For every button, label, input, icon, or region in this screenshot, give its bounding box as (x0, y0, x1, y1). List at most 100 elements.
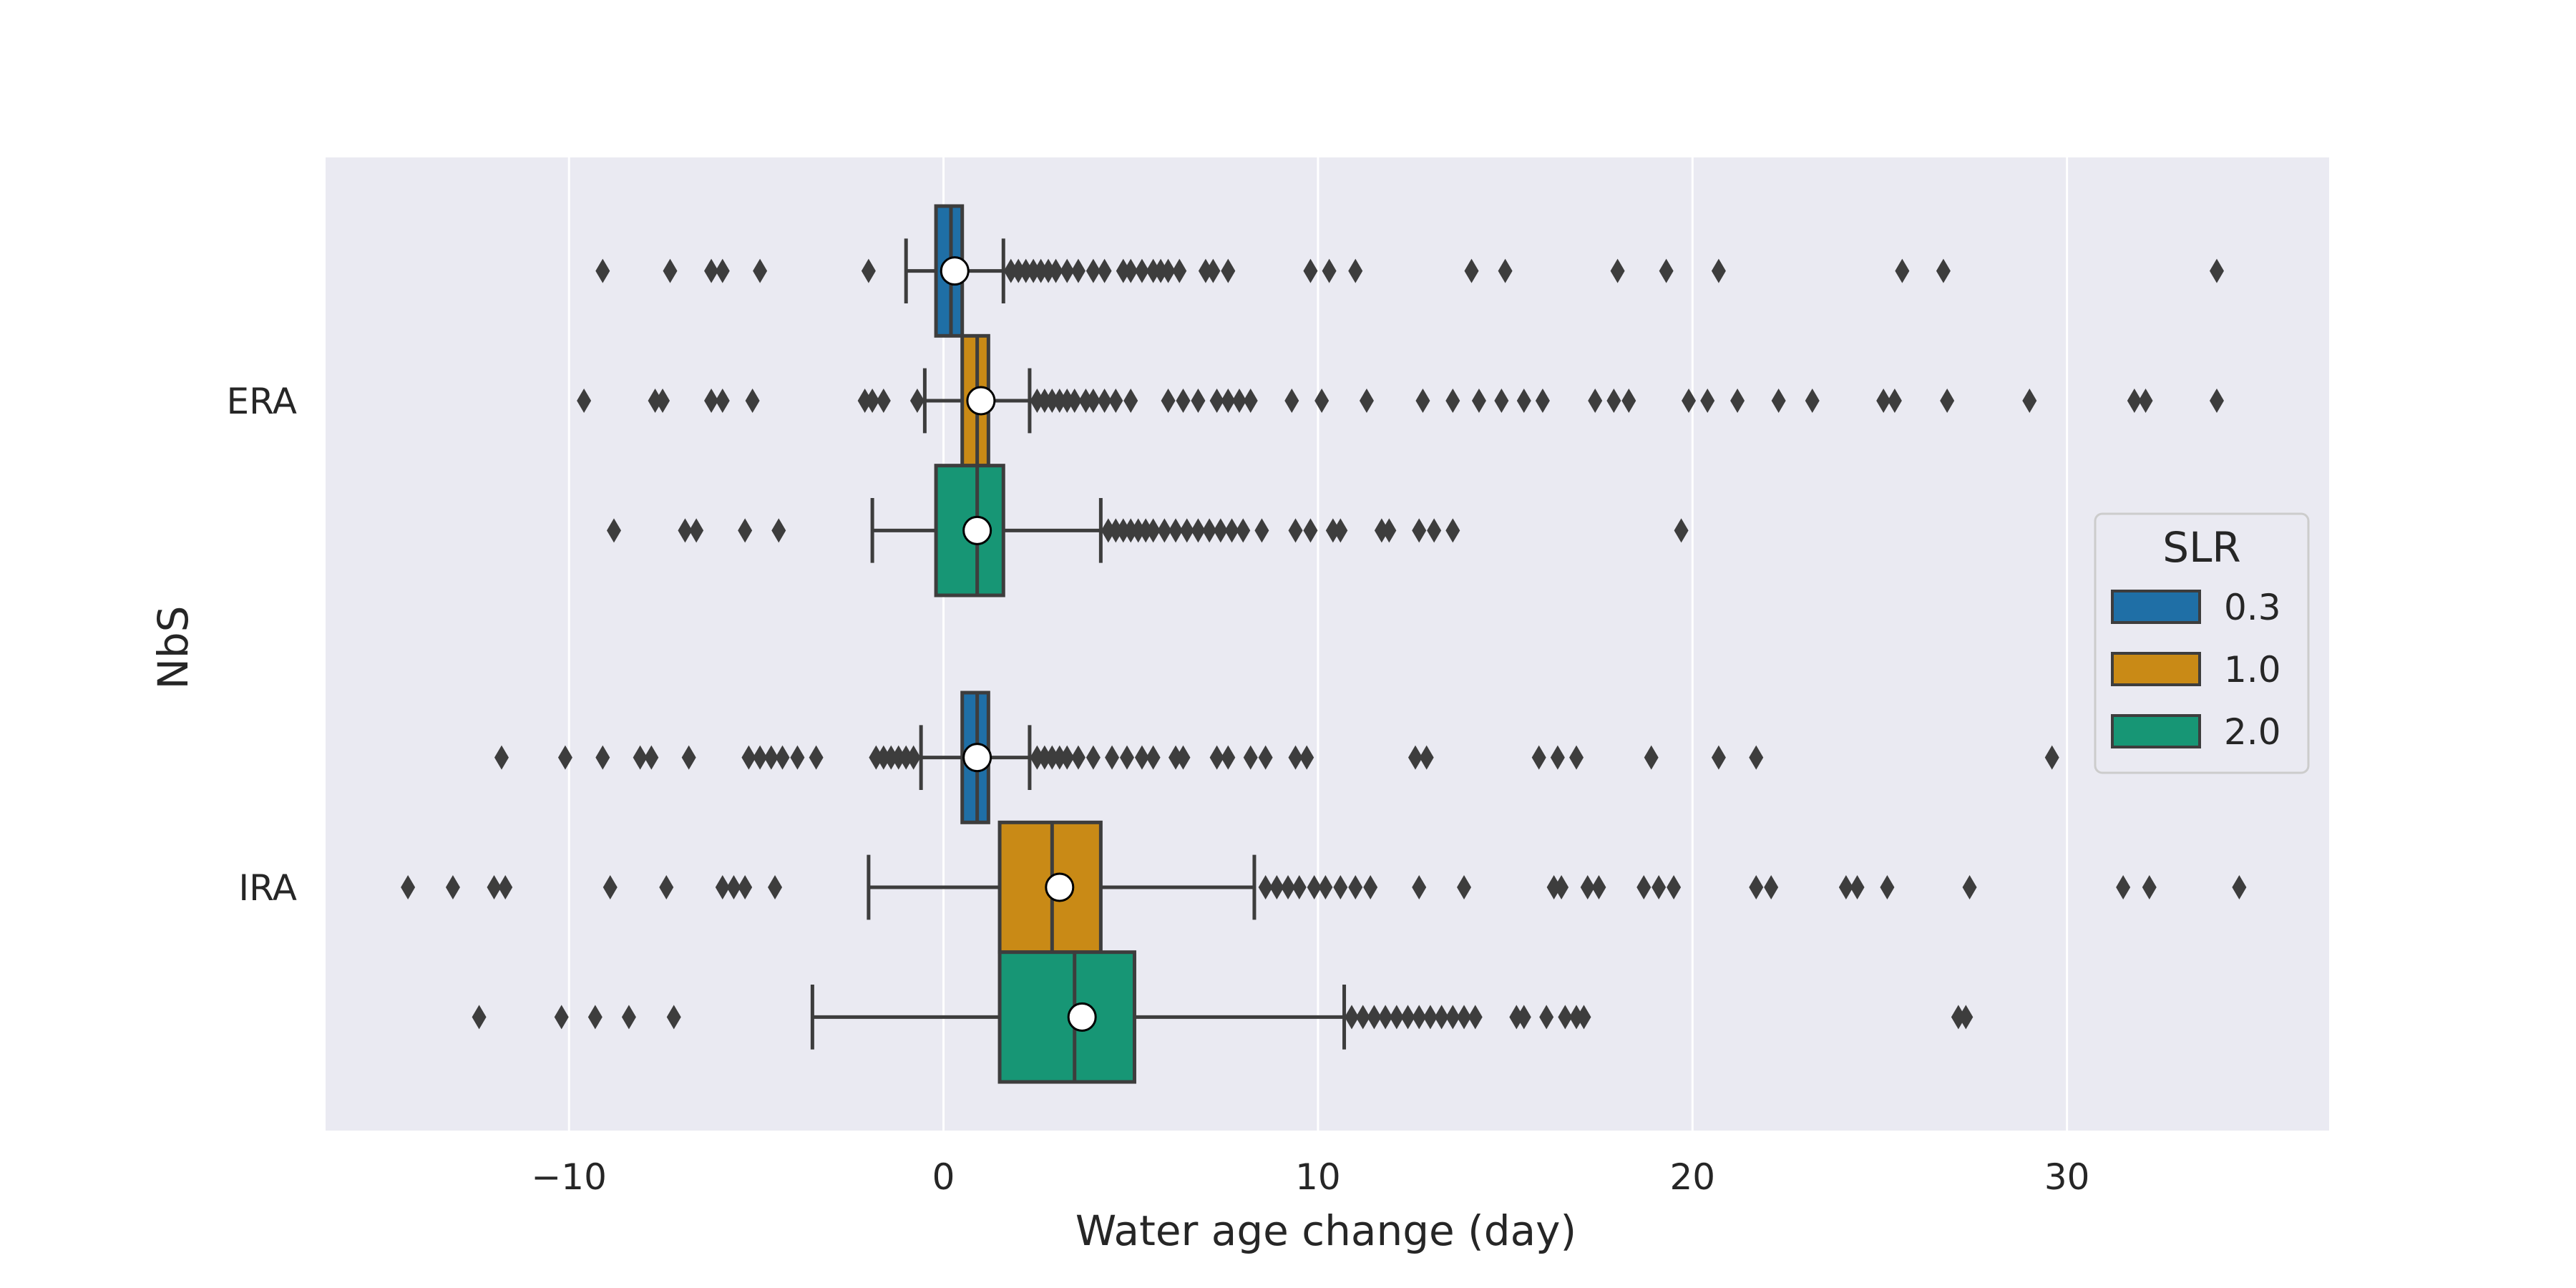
outlier-point (1070, 258, 1085, 283)
mean-marker (1045, 872, 1075, 902)
outlier-point (1288, 518, 1303, 543)
outlier-point (681, 745, 696, 770)
outlier-point (1003, 258, 1018, 283)
outlier-point (1951, 1005, 1966, 1030)
mean-marker (966, 386, 996, 416)
outlier-point (1407, 745, 1423, 770)
outlier-point (1367, 1005, 1382, 1030)
outlier-point (1123, 389, 1138, 413)
outlier-point (1468, 1005, 1483, 1030)
legend-swatch (2111, 652, 2201, 686)
outlier-point (1652, 875, 1667, 899)
box-iqr (997, 950, 1136, 1084)
outlier-point (595, 745, 610, 770)
outlier-point (1161, 389, 1176, 413)
outlier-point (1621, 389, 1636, 413)
outlier-point (1389, 1005, 1404, 1030)
outlier-point (1157, 518, 1172, 543)
outlier-point (1281, 875, 1296, 899)
outlier-point (1060, 258, 1075, 283)
mean-marker (940, 256, 970, 286)
outlier-point (909, 389, 924, 413)
outlier-point (1097, 389, 1112, 413)
outlier-point (1041, 258, 1056, 283)
box-group (606, 464, 1689, 597)
outlier-point (1213, 518, 1228, 543)
outlier-point (1191, 389, 1206, 413)
outlier-point (1535, 389, 1550, 413)
outlier-point (401, 875, 416, 899)
outlier-point (726, 875, 741, 899)
outlier-point (775, 745, 790, 770)
outlier-point (1026, 258, 1041, 283)
outlier-point (1962, 875, 1977, 899)
outlier-point (1037, 745, 1052, 770)
outlier-point (1412, 1005, 1427, 1030)
outlier-point (1209, 745, 1224, 770)
outlier-point (1940, 389, 1955, 413)
outlier-point (1423, 1005, 1438, 1030)
x-axis-label: Water age change (day) (1075, 1206, 1576, 1255)
x-tick-labels: −10 0 10 20 30 (531, 1156, 2089, 1198)
plot-area (326, 157, 2329, 1131)
outlier-point (2022, 389, 2037, 413)
outlier-point (1314, 389, 1330, 413)
outlier-point (1322, 258, 1337, 283)
outlier-point (1445, 1005, 1460, 1030)
legend-swatch (2111, 590, 2201, 624)
outlier-point (771, 518, 786, 543)
legend-label: 1.0 (2224, 649, 2281, 691)
outlier-point (1958, 1005, 1974, 1030)
outlier-point (1018, 258, 1033, 283)
outlier-point (1427, 518, 1442, 543)
outlier-point (602, 875, 618, 899)
outlier-point (1771, 389, 1786, 413)
outlier-point (655, 389, 670, 413)
outlier-point (1134, 745, 1149, 770)
outlier-point (1131, 518, 1146, 543)
legend-label: 2.0 (2224, 711, 2281, 753)
outlier-point (1303, 518, 1318, 543)
outlier-point (1206, 258, 1221, 283)
outlier-point (1838, 875, 1853, 899)
outlier-point (1030, 745, 1045, 770)
outlier-point (1415, 389, 1430, 413)
outlier-point (2116, 875, 2131, 899)
outlier-point (1412, 875, 1427, 899)
outlier-point (1509, 1005, 1524, 1030)
box-group (494, 691, 2059, 824)
outlier-point (498, 875, 513, 899)
outlier-point (2209, 258, 2224, 283)
outlier-point (1108, 518, 1123, 543)
outlier-point (1576, 1005, 1591, 1030)
outlier-point (663, 258, 678, 283)
outlier-point (1348, 875, 1363, 899)
x-tick-label: −10 (531, 1156, 607, 1198)
outlier-point (1292, 875, 1307, 899)
outlier-point (1569, 745, 1584, 770)
outlier-point (906, 745, 921, 770)
outlier-point (1224, 518, 1239, 543)
outlier-point (1374, 518, 1389, 543)
outlier-point (1636, 875, 1652, 899)
outlier-point (741, 745, 756, 770)
outlier-point (1936, 258, 1951, 283)
legend: SLR 0.3 1.0 2.0 (2094, 512, 2310, 774)
outlier-point (1085, 745, 1101, 770)
outlier-point (2209, 389, 2224, 413)
outlier-point (1067, 389, 1082, 413)
outlier-point (1123, 258, 1138, 283)
outlier-point (595, 258, 610, 283)
outlier-point (2044, 745, 2059, 770)
box-group (595, 204, 2224, 338)
x-tick-label: 20 (1669, 1156, 1715, 1198)
outlier-point (1191, 518, 1206, 543)
outlier-point (1546, 875, 1561, 899)
outlier-point (1176, 389, 1191, 413)
outlier-point (1445, 518, 1460, 543)
outlier-point (1659, 258, 1674, 283)
outlier-point (1674, 518, 1689, 543)
outlier-point (753, 745, 768, 770)
outlier-point (1037, 389, 1052, 413)
outlier-point (1516, 389, 1531, 413)
